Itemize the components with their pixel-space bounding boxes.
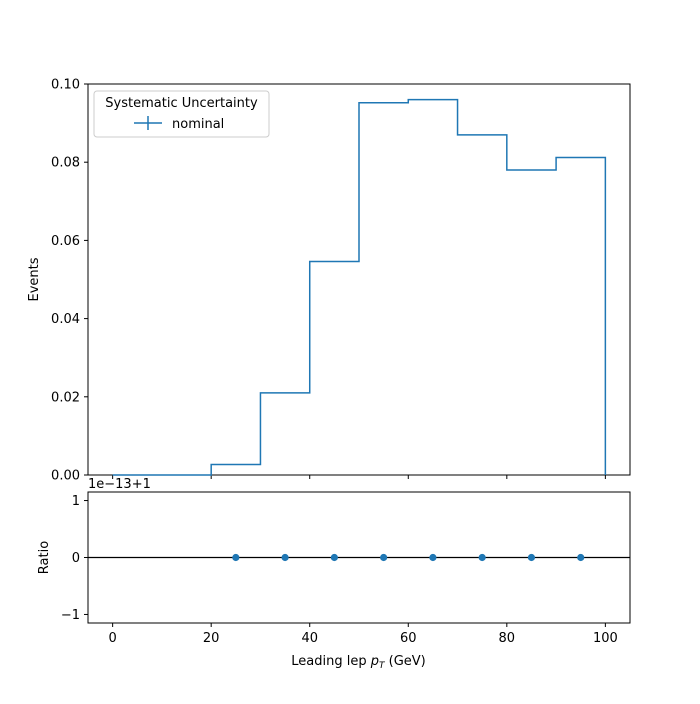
histogram-step-line — [112, 98, 607, 476]
ratio-y-tick-label: −1 — [61, 608, 80, 623]
x-axis-label-main: Leading lep — [291, 654, 370, 669]
legend-box — [93, 90, 270, 138]
ratio-point — [478, 553, 486, 562]
histogram-axes-frame — [87, 83, 631, 476]
ratio-points — [232, 553, 585, 562]
ratio-point — [281, 553, 289, 562]
ratio-y-tick-label: 0 — [72, 551, 80, 566]
ratio-point — [527, 553, 536, 562]
ratio-panel: −101 0 20 40 60 80 100 1e−13+1 Ratio Leading … — [37, 477, 631, 671]
ratio-y-tick-label: 1 — [72, 494, 80, 509]
histogram-y-tick-label: 0.06 — [51, 234, 80, 249]
ratio-x-tick-label: 100 — [593, 631, 618, 646]
ratio-x-tick-label: 80 — [499, 631, 516, 646]
ratio-point — [232, 553, 240, 562]
histogram-y-tick-label: 0.00 — [51, 469, 80, 484]
x-axis-label-unit: (GeV) — [384, 654, 425, 669]
histogram-y-ticks: 0.00 0.02 0.04 0.06 0.08 0.10 — [51, 78, 88, 484]
histogram-panel: 0.00 0.02 0.04 0.06 0.08 0.10 Events Systemat… — [27, 78, 631, 484]
ratio-x-ticks: 0 20 40 60 80 100 — [108, 623, 618, 646]
histogram-y-axis-label: Events — [27, 257, 42, 301]
ratio-x-tick-label: 60 — [400, 631, 417, 646]
ratio-point — [380, 553, 388, 562]
histogram-y-tick-label: 0.04 — [51, 312, 80, 327]
legend-title: Systematic Uncertainty — [105, 96, 258, 111]
histogram-y-tick-label: 0.08 — [51, 156, 80, 171]
ratio-x-tick-label: 40 — [301, 631, 318, 646]
x-axis-label: Leading lep pT (GeV) — [291, 654, 425, 671]
legend-entry-nominal: nominal — [172, 117, 224, 132]
ratio-point — [577, 553, 585, 562]
ratio-y-ticks: −1 0 1 — [61, 494, 88, 623]
histogram-y-tick-label: 0.10 — [51, 78, 80, 93]
ratio-x-tick-label: 20 — [203, 631, 220, 646]
legend: Systematic Uncertainty nominal — [93, 90, 270, 138]
ratio-point — [429, 553, 437, 562]
ratio-x-tick-label: 0 — [108, 631, 116, 646]
ratio-y-axis-label: Ratio — [37, 541, 52, 574]
histogram-y-tick-label: 0.02 — [51, 390, 80, 405]
ratio-point — [330, 553, 338, 562]
x-axis-label-symbol: p — [370, 654, 379, 669]
ratio-offset-label: 1e−13+1 — [88, 477, 151, 492]
x-axis-label-subscript: T — [379, 661, 386, 671]
